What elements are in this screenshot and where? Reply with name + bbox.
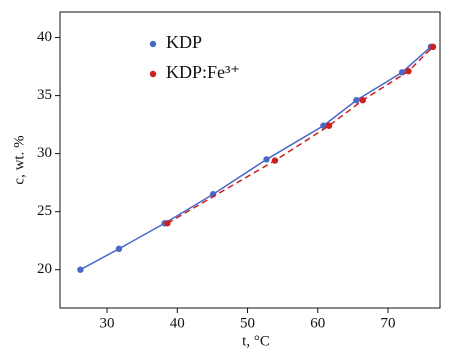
point [325, 122, 333, 129]
point [115, 245, 123, 252]
x-tick-label: 70 [381, 315, 396, 331]
point [271, 157, 279, 164]
x-axis-label: t, °C [242, 333, 270, 349]
point [429, 43, 437, 51]
legend-marker [149, 70, 157, 78]
point [164, 220, 171, 227]
fit-line [80, 46, 432, 271]
point [263, 156, 270, 163]
point [77, 266, 84, 273]
x-tick-label: 40 [170, 315, 185, 331]
point [359, 97, 366, 104]
legend-label: KDP [166, 32, 202, 52]
legend-label: KDP:Fe³⁺ [166, 62, 240, 82]
point [320, 122, 327, 129]
y-tick-label: 20 [37, 261, 52, 277]
point [353, 97, 360, 104]
fit-line [167, 46, 434, 224]
plot-frame [59, 11, 441, 309]
y-axis-label: c, wt. % [11, 135, 27, 184]
y-tick-label: 35 [37, 87, 52, 103]
y-tick-label: 30 [37, 145, 52, 161]
x-tick-label: 50 [240, 315, 255, 331]
point [398, 69, 406, 76]
x-tick-label: 30 [100, 315, 115, 331]
x-tick-label: 60 [310, 315, 325, 331]
legend-marker [149, 40, 157, 48]
y-tick-label: 25 [37, 203, 52, 219]
y-tick-label: 40 [37, 29, 52, 45]
point [405, 68, 412, 75]
